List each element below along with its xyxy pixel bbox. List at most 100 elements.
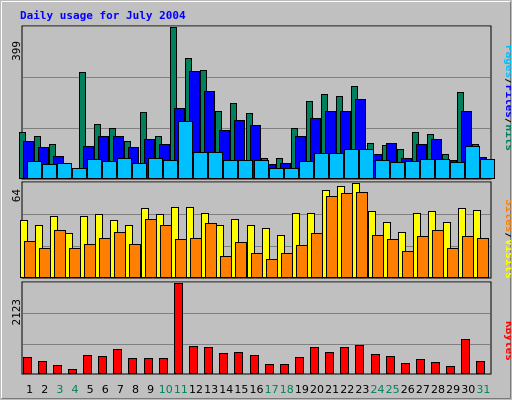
- x-tick-label: 16: [250, 383, 264, 396]
- bar-pages: [57, 163, 72, 179]
- bar-kbytes: [174, 283, 183, 374]
- x-tick-label: 23: [355, 383, 369, 396]
- bar-sites: [175, 239, 187, 278]
- bar-sites: [114, 232, 126, 278]
- bar-pages: [223, 160, 238, 179]
- bar-kbytes: [416, 359, 425, 374]
- bar-sites: [447, 248, 459, 278]
- y-max-label: 64: [10, 189, 23, 203]
- y-max-label: 2123: [10, 299, 23, 326]
- bar-kbytes: [325, 352, 334, 374]
- bar-sites: [296, 245, 308, 278]
- bar-sites: [190, 238, 202, 278]
- bar-pages: [480, 159, 495, 179]
- legend-visits: Visits: [503, 239, 511, 279]
- bar-sites: [311, 233, 323, 278]
- bar-sites: [281, 253, 293, 278]
- bar-sites: [220, 256, 232, 278]
- x-tick-label: 24: [371, 383, 385, 396]
- x-tick-label: 22: [340, 383, 354, 396]
- x-tick-label: 21: [325, 383, 339, 396]
- bar-kbytes: [68, 369, 77, 374]
- legend-kbytes: KBytes: [503, 321, 511, 361]
- x-tick-label: 14: [219, 383, 233, 396]
- bar-sites: [160, 225, 172, 278]
- bar-sites: [402, 251, 414, 278]
- x-tick-label: 19: [295, 383, 309, 396]
- bar-sites: [251, 253, 263, 278]
- bar-pages: [284, 168, 299, 179]
- bar-kbytes: [38, 361, 47, 374]
- x-tick-label: 5: [87, 383, 94, 396]
- bar-sites: [341, 193, 353, 278]
- x-tick-label: 11: [174, 383, 188, 396]
- bar-sites: [356, 192, 368, 278]
- bar-pages: [148, 158, 163, 179]
- x-tick-label: 8: [132, 383, 139, 396]
- bar-pages: [269, 168, 284, 179]
- bar-pages: [344, 149, 359, 179]
- legend-sites: Sites: [503, 199, 511, 232]
- bar-kbytes: [355, 345, 364, 374]
- bar-sites: [387, 239, 399, 278]
- bar-sites: [54, 230, 66, 278]
- x-tick-label: 9: [147, 383, 154, 396]
- bar-sites: [462, 236, 474, 278]
- bar-kbytes: [83, 355, 92, 374]
- x-tick-label: 20: [310, 383, 324, 396]
- bar-pages: [208, 152, 223, 179]
- bar-pages: [314, 153, 329, 179]
- bar-sites: [99, 238, 111, 278]
- bar-sites: [372, 235, 384, 278]
- bar-pages: [450, 162, 465, 179]
- bar-pages: [117, 158, 132, 179]
- x-tick-label: 13: [204, 383, 218, 396]
- bar-pages: [42, 164, 57, 179]
- x-tick-label: 17: [265, 383, 279, 396]
- bar-sites: [24, 241, 36, 278]
- bar-pages: [238, 160, 253, 179]
- x-tick-label: 18: [280, 383, 294, 396]
- legend-separator: /: [503, 78, 511, 85]
- legend: Sites/Visits: [503, 199, 511, 279]
- bar-pages: [72, 168, 87, 179]
- legend-pages: Pages: [503, 45, 511, 78]
- bar-kbytes: [189, 346, 198, 374]
- x-tick-label: 3: [56, 383, 63, 396]
- legend-hits: Hits: [503, 125, 511, 152]
- bar-pages: [465, 146, 480, 179]
- bar-sites: [205, 223, 217, 278]
- bar-pages: [405, 161, 420, 179]
- bar-kbytes: [53, 365, 62, 374]
- bar-kbytes: [310, 347, 319, 374]
- x-tick-label: 30: [461, 383, 475, 396]
- x-tick-label: 7: [117, 383, 124, 396]
- bar-kbytes: [371, 354, 380, 374]
- legend-separator: /: [503, 118, 511, 125]
- bar-kbytes: [340, 347, 349, 374]
- bar-pages: [390, 162, 405, 179]
- x-tick-label: 10: [159, 383, 173, 396]
- bar-sites: [129, 244, 141, 278]
- bar-sites: [69, 248, 81, 278]
- bar-kbytes: [159, 358, 168, 374]
- bar-pages: [420, 159, 435, 179]
- bar-sites: [417, 236, 429, 278]
- x-tick-label: 31: [476, 383, 490, 396]
- bar-kbytes: [98, 356, 107, 374]
- bar-sites: [326, 196, 338, 278]
- bar-sites: [39, 248, 51, 278]
- bar-kbytes: [219, 353, 228, 374]
- bar-sites: [266, 259, 278, 278]
- bar-sites: [84, 244, 96, 278]
- x-tick-label: 26: [401, 383, 415, 396]
- x-tick-label: 29: [446, 383, 460, 396]
- x-tick-label: 25: [386, 383, 400, 396]
- bar-sites: [145, 219, 157, 278]
- chart-title: Daily usage for July 2004: [20, 9, 186, 22]
- legend-separator: /: [503, 232, 511, 239]
- bar-pages: [178, 121, 193, 179]
- bar-kbytes: [401, 363, 410, 374]
- bar-pages: [193, 152, 208, 179]
